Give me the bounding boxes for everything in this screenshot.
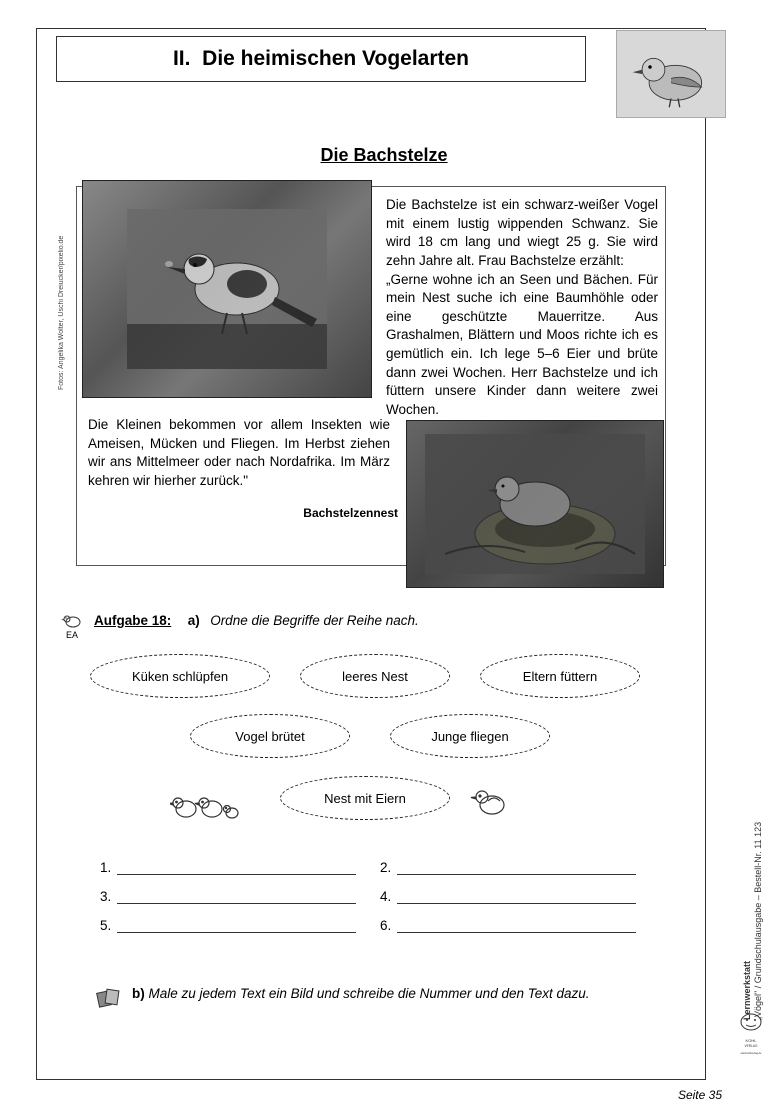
bubble-0[interactable]: Küken schlüpfen	[90, 654, 270, 698]
bubble-5[interactable]: Nest mit Eiern	[280, 776, 450, 820]
answer-5[interactable]: 5.	[100, 918, 380, 933]
exercise-number: Aufgabe 18:	[94, 613, 171, 628]
answer-6[interactable]: 6.	[380, 918, 660, 933]
chick-icon-right	[470, 783, 510, 824]
books-icon	[96, 986, 122, 1008]
bubble-4[interactable]: Junge fliegen	[390, 714, 550, 758]
svg-text:KOHL: KOHL	[746, 1038, 758, 1043]
svg-text:www.kohlverlag.de: www.kohlverlag.de	[741, 1052, 762, 1055]
header-title-box: II. Die heimischen Vogelarten	[56, 36, 586, 82]
exercise-part-b-row: b) Male zu jedem Text ein Bild und schre…	[96, 986, 656, 1008]
photo-bachstelze	[82, 180, 372, 398]
answer-3[interactable]: 3.	[100, 889, 380, 904]
photo-credit: Fotos: Angelika Wolter, Uschi Dreiucker/…	[58, 200, 68, 390]
bubble-2[interactable]: Eltern füttern	[480, 654, 640, 698]
header-bird-image	[616, 30, 726, 118]
paragraph-2: Die Kleinen bekommen vor allem Insekten …	[88, 416, 390, 491]
exercise-part-a: a)	[188, 613, 200, 628]
chick-icon-left	[170, 783, 240, 828]
header-roman: II.	[173, 47, 191, 71]
side-publication-info: Lernwerkstatt „Vögel" / Grundschulausgab…	[742, 600, 760, 1020]
answer-4[interactable]: 4.	[380, 889, 660, 904]
photo2-caption: Bachstelzennest	[303, 506, 398, 520]
paragraph-1: Die Bachstelze ist ein schwarz-weißer Vo…	[386, 196, 658, 420]
answer-2[interactable]: 2.	[380, 860, 660, 875]
ea-icon: EA	[58, 612, 86, 640]
bubble-container: Küken schlüpfen leeres Nest Eltern füttern…	[60, 648, 680, 838]
part-b-label: b)	[132, 986, 145, 1001]
page-number: Seite 35	[678, 1088, 722, 1102]
photo-nest	[406, 420, 664, 588]
bubble-3[interactable]: Vogel brütet	[190, 714, 350, 758]
exercise-header: EA Aufgabe 18: a) Ordne die Begriffe der…	[58, 612, 678, 640]
answer-lines: 1. 2. 3. 4. 5. 6.	[100, 860, 660, 947]
bubble-1[interactable]: leeres Nest	[300, 654, 450, 698]
answer-1[interactable]: 1.	[100, 860, 380, 875]
svg-text:VERLAG: VERLAG	[745, 1044, 758, 1048]
part-b-text: Male zu jedem Text ein Bild und schreibe…	[149, 986, 590, 1001]
header-title: Die heimischen Vogelarten	[202, 47, 469, 71]
ea-label: EA	[66, 630, 78, 640]
exercise-text-a: Ordne die Begriffe der Reihe nach.	[210, 613, 419, 628]
subtitle: Die Bachstelze	[0, 145, 768, 166]
publisher-logo: KOHL VERLAG www.kohlverlag.de	[738, 1012, 764, 1058]
